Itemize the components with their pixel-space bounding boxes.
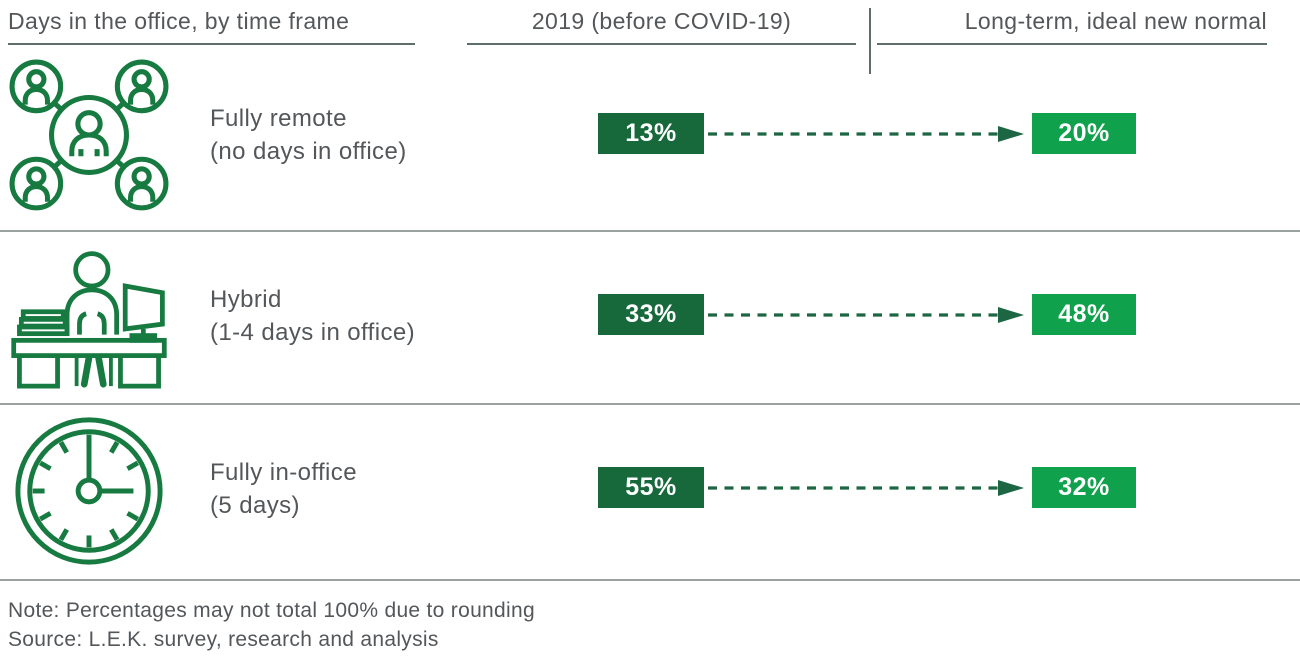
value-2019-badge: 33% [598, 294, 704, 335]
title-underline [8, 43, 415, 45]
column-divider [869, 8, 871, 74]
row-label: Hybrid (1-4 days in office) [210, 283, 415, 349]
column-header-2019: 2019 (before COVID-19) [531, 8, 792, 34]
column-header-longterm: Long-term, ideal new normal [964, 8, 1267, 34]
value-2019-badge: 55% [598, 467, 704, 508]
column-2019-underline [467, 43, 856, 45]
value-longterm-badge: 32% [1032, 467, 1136, 508]
value-longterm-badge: 20% [1032, 113, 1136, 154]
trend-arrow-icon [706, 123, 1028, 145]
table-row: Fully remote (no days in office) 13% 20% [0, 50, 1300, 231]
value-2019-badge: 13% [598, 113, 704, 154]
clock-icon [8, 412, 170, 570]
footnotes: Note: Percentages may not total 100% due… [8, 596, 535, 654]
row-label-line2: (no days in office) [210, 138, 407, 165]
row-label: Fully in-office (5 days) [210, 456, 357, 522]
row-divider [0, 579, 1300, 581]
row-label-line1: Fully in-office [210, 459, 357, 486]
table-row: Hybrid (1-4 days in office) 33% 48% [0, 231, 1300, 404]
desk-worker-icon [8, 241, 170, 393]
table-title: Days in the office, by time frame [8, 8, 350, 34]
row-label-line1: Hybrid [210, 286, 282, 313]
row-label-line1: Fully remote [210, 105, 347, 132]
value-longterm-badge: 48% [1032, 294, 1136, 335]
row-label: Fully remote (no days in office) [210, 102, 407, 168]
source-text: Source: L.E.K. survey, research and anal… [8, 628, 439, 651]
row-divider [0, 230, 1300, 232]
row-label-line2: (5 days) [210, 492, 300, 519]
note-text: Note: Percentages may not total 100% due… [8, 599, 535, 622]
column-longterm-underline [877, 43, 1267, 45]
trend-arrow-icon [706, 304, 1028, 326]
row-label-line2: (1-4 days in office) [210, 319, 415, 346]
remote-network-icon [8, 56, 170, 218]
table-row: Fully in-office (5 days) 55% 32% [0, 404, 1300, 579]
row-divider [0, 403, 1300, 405]
trend-arrow-icon [706, 477, 1028, 499]
